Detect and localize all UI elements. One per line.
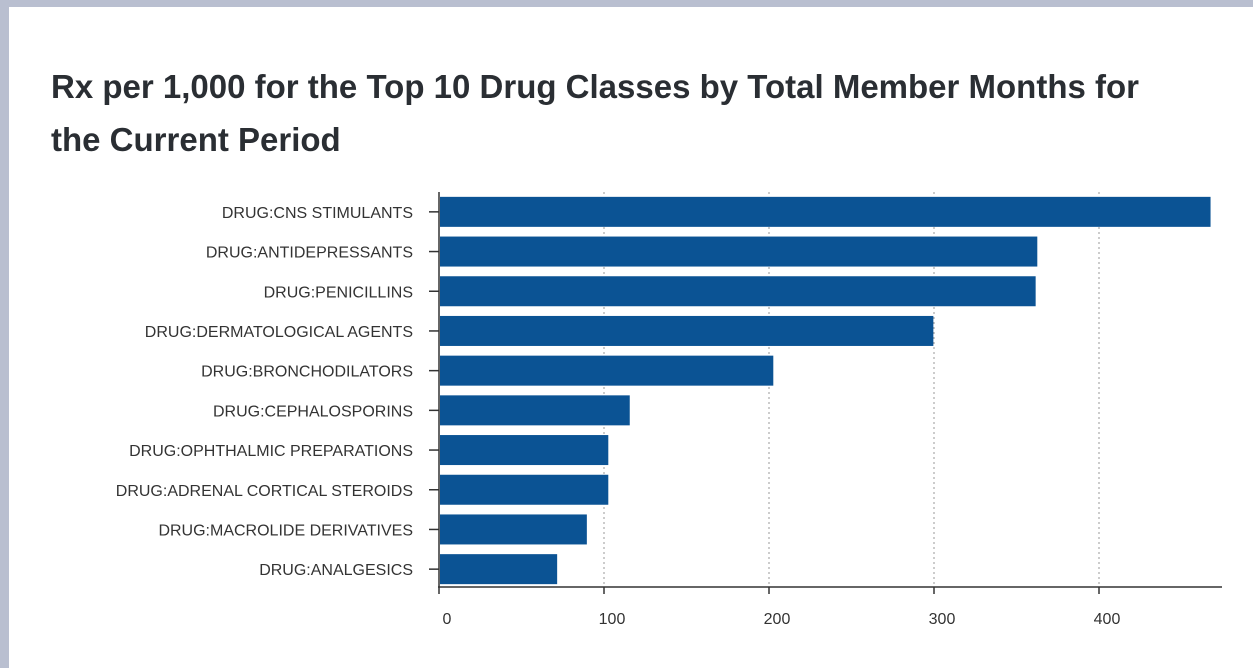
x-tick-label: 100 [599,611,626,628]
x-tick-label: 300 [929,611,956,628]
category-label: DRUG:CNS STIMULANTS [222,205,413,222]
bar[interactable] [440,514,587,545]
x-tick-label: 200 [764,611,791,628]
bar[interactable] [440,196,1211,227]
category-label: DRUG:BRONCHODILATORS [201,364,413,381]
bar[interactable] [440,315,934,346]
bar[interactable] [440,355,774,386]
category-label: DRUG:ANALGESICS [259,562,413,579]
bar[interactable] [440,236,1038,267]
bar[interactable] [440,554,558,585]
x-tick-label: 400 [1094,611,1121,628]
category-label: DRUG:MACROLIDE DERIVATIVES [158,522,413,539]
category-label: DRUG:CEPHALOSPORINS [213,403,413,420]
category-labels: DRUG:CNS STIMULANTS DRUG:ANTIDEPRESSANTS D… [116,205,439,579]
chart-title: Rx per 1,000 for the Top 10 Drug Classes… [51,68,1140,158]
bar[interactable] [440,435,609,466]
category-label: DRUG:OPHTHALMIC PREPARATIONS [129,443,413,460]
category-label: DRUG:ANTIDEPRESSANTS [206,245,413,262]
x-tick-labels: 0 100 200 300 400 [438,587,1121,628]
bars [440,196,1211,585]
bar[interactable] [440,276,1036,307]
x-tick-label: 0 [443,611,452,628]
bar[interactable] [440,395,630,426]
bar[interactable] [440,474,609,505]
category-label: DRUG:PENICILLINS [264,284,413,301]
category-label: DRUG:DERMATOLOGICAL AGENTS [145,324,413,341]
category-label: DRUG:ADRENAL CORTICAL STEROIDS [116,483,413,500]
